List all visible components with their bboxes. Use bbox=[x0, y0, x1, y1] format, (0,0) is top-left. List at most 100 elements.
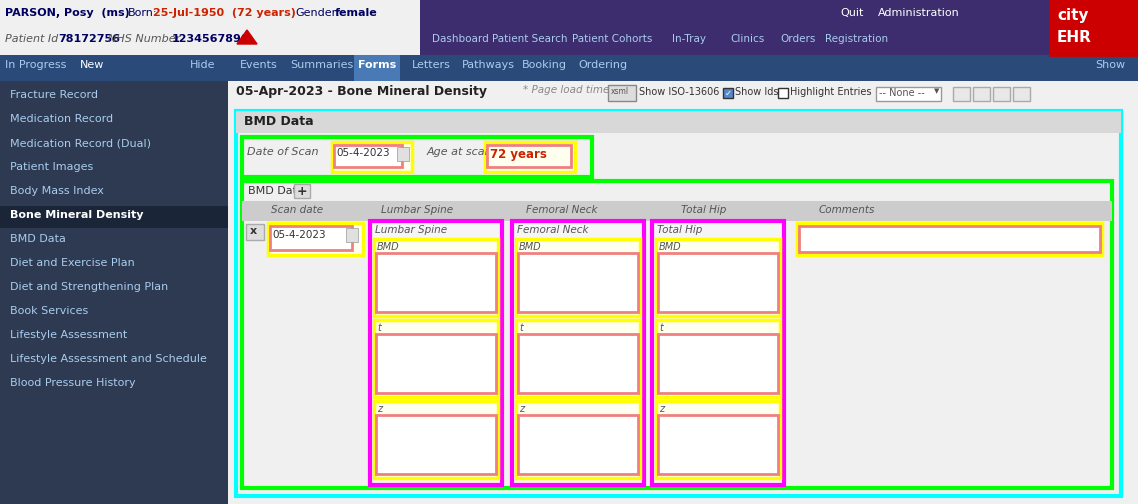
Text: t: t bbox=[659, 323, 662, 333]
Bar bbox=[876, 87, 941, 101]
Text: 78172756: 78172756 bbox=[58, 34, 119, 44]
Text: Hide: Hide bbox=[190, 60, 215, 70]
Text: female: female bbox=[335, 8, 378, 18]
Bar bbox=[518, 334, 638, 393]
Text: Ordering: Ordering bbox=[578, 60, 627, 70]
Text: x: x bbox=[250, 226, 257, 236]
Text: 05-4-2023: 05-4-2023 bbox=[336, 148, 389, 158]
Text: Patient Search: Patient Search bbox=[492, 34, 568, 44]
Text: Diet and Exercise Plan: Diet and Exercise Plan bbox=[10, 258, 134, 268]
Bar bbox=[652, 221, 784, 485]
Text: 72 years: 72 years bbox=[490, 148, 547, 161]
Bar bbox=[228, 81, 1138, 504]
Text: Book Services: Book Services bbox=[10, 306, 89, 316]
Text: PARSON, Posy  (ms): PARSON, Posy (ms) bbox=[5, 8, 130, 18]
Text: Lumbar Spine: Lumbar Spine bbox=[381, 205, 453, 215]
Bar bbox=[608, 85, 636, 101]
Text: NHS Number: NHS Number bbox=[108, 34, 180, 44]
Text: Date of Scan: Date of Scan bbox=[247, 147, 319, 157]
Bar bbox=[236, 111, 1121, 133]
Text: 1234567890: 1234567890 bbox=[172, 34, 249, 44]
Bar bbox=[376, 334, 496, 393]
Text: Fracture Record: Fracture Record bbox=[10, 90, 98, 100]
Text: Letters: Letters bbox=[412, 60, 451, 70]
Bar bbox=[376, 415, 496, 474]
Text: +: + bbox=[297, 185, 307, 198]
Bar bbox=[332, 142, 412, 172]
Text: Events: Events bbox=[240, 60, 278, 70]
Text: Summaries: Summaries bbox=[290, 60, 353, 70]
Text: Orders: Orders bbox=[780, 34, 815, 44]
Bar bbox=[1050, 0, 1138, 55]
Text: Age at scan: Age at scan bbox=[427, 147, 493, 157]
Bar bbox=[723, 88, 733, 98]
Bar bbox=[374, 401, 498, 478]
Bar bbox=[518, 253, 638, 312]
Bar bbox=[0, 206, 228, 228]
Bar bbox=[374, 320, 498, 397]
Text: city: city bbox=[1057, 8, 1089, 23]
Text: Forms: Forms bbox=[358, 60, 396, 70]
Bar bbox=[242, 181, 1112, 488]
Text: Total Hip: Total Hip bbox=[682, 205, 727, 215]
Text: Bone Mineral Density: Bone Mineral Density bbox=[10, 210, 143, 220]
Text: Gender:: Gender: bbox=[295, 8, 339, 18]
Text: 25-Jul-1950  (72 years): 25-Jul-1950 (72 years) bbox=[152, 8, 296, 18]
Text: BMD Data: BMD Data bbox=[10, 234, 66, 244]
Bar bbox=[953, 87, 970, 101]
Text: Patient Id: Patient Id bbox=[5, 34, 58, 44]
Text: BMD Data: BMD Data bbox=[248, 186, 304, 196]
Text: Born:: Born: bbox=[127, 8, 157, 18]
Bar bbox=[236, 111, 1121, 496]
Text: Lumbar Spine: Lumbar Spine bbox=[376, 225, 447, 235]
Text: In Progress: In Progress bbox=[5, 60, 66, 70]
Text: Highlight Entries: Highlight Entries bbox=[790, 87, 872, 97]
Bar bbox=[518, 415, 638, 474]
Bar bbox=[246, 224, 264, 240]
Text: Body Mass Index: Body Mass Index bbox=[10, 186, 104, 196]
Text: Registration: Registration bbox=[825, 34, 888, 44]
Text: Show Ids: Show Ids bbox=[735, 87, 778, 97]
Bar bbox=[778, 88, 787, 98]
Bar bbox=[420, 28, 1050, 55]
Bar bbox=[658, 253, 778, 312]
Bar bbox=[655, 320, 780, 397]
Text: BMD: BMD bbox=[659, 242, 682, 252]
Bar bbox=[655, 239, 780, 316]
Text: * Page load time:: * Page load time: bbox=[523, 85, 613, 95]
Bar bbox=[516, 401, 640, 478]
Text: Lifestyle Assessment: Lifestyle Assessment bbox=[10, 330, 127, 340]
Text: 05-4-2023: 05-4-2023 bbox=[272, 230, 325, 240]
Bar bbox=[658, 415, 778, 474]
Text: t: t bbox=[377, 323, 381, 333]
Text: Patient Cohorts: Patient Cohorts bbox=[572, 34, 652, 44]
Bar bbox=[420, 0, 1050, 28]
Bar bbox=[333, 145, 402, 167]
Text: EHR: EHR bbox=[1057, 30, 1091, 45]
Text: Comments: Comments bbox=[819, 205, 875, 215]
Bar bbox=[374, 239, 498, 316]
Bar bbox=[346, 228, 358, 242]
Bar bbox=[658, 334, 778, 393]
Bar bbox=[0, 55, 1138, 81]
Text: Diet and Strengthening Plan: Diet and Strengthening Plan bbox=[10, 282, 168, 292]
Polygon shape bbox=[237, 30, 257, 44]
Bar bbox=[512, 221, 644, 485]
Bar bbox=[516, 239, 640, 316]
Bar bbox=[1013, 87, 1030, 101]
Text: z: z bbox=[659, 404, 665, 414]
Text: Pathways: Pathways bbox=[462, 60, 516, 70]
Bar bbox=[269, 223, 363, 255]
Bar bbox=[228, 81, 1138, 106]
Text: Patient Images: Patient Images bbox=[10, 162, 93, 172]
Bar bbox=[487, 145, 571, 167]
Bar bbox=[354, 55, 399, 81]
Bar bbox=[0, 28, 420, 55]
Text: -- None --: -- None -- bbox=[879, 88, 925, 98]
Bar bbox=[370, 221, 502, 485]
Bar bbox=[397, 147, 409, 161]
Text: z: z bbox=[377, 404, 382, 414]
Bar bbox=[1050, 0, 1138, 55]
Bar bbox=[516, 320, 640, 397]
Text: z: z bbox=[519, 404, 525, 414]
